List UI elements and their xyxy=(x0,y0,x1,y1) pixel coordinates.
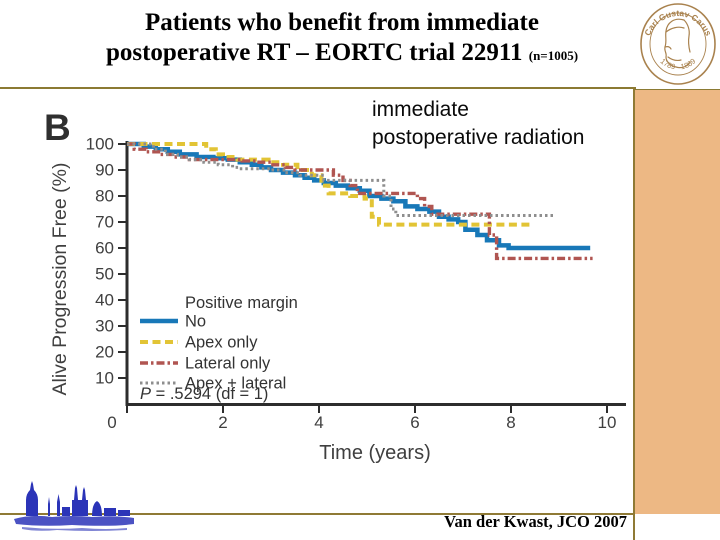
legend-label-lateral-only: Lateral only xyxy=(185,355,271,373)
title-line-2: postoperative RT – EORTC trial 22911 (n=… xyxy=(105,39,579,66)
chart-annotation: immediate postoperative radiation xyxy=(372,96,584,152)
y-tick-label: 60 xyxy=(95,239,114,258)
y-tick-label: 100 xyxy=(86,135,114,154)
y-tick-label: 70 xyxy=(95,213,114,232)
seal-portrait-icon xyxy=(664,18,691,69)
annotation-line-1: immediate xyxy=(372,98,469,121)
seal-arc-text-bottom: 1789 - 1869 xyxy=(659,57,698,72)
km-curve-no xyxy=(127,141,591,251)
y-tick-label: 20 xyxy=(95,343,114,362)
stats-note: P = .5294 (df = 1) xyxy=(140,385,268,403)
x-tick-label: 6 xyxy=(410,413,419,432)
legend-label-no: No xyxy=(185,313,206,331)
title-separator-line xyxy=(0,87,636,89)
km-curve-apex-lateral xyxy=(127,142,555,217)
y-tick-label: 40 xyxy=(95,291,114,310)
km-chart: B Alive Progression Free (%) 10 20 30 40 50 6… xyxy=(35,95,635,485)
x-tick-label: 8 xyxy=(506,413,515,432)
citation: Van der Kwast, JCO 2007 xyxy=(444,512,627,531)
seal-inner-ring xyxy=(649,12,707,76)
legend-label-apex-lateral: Apex + lateral xyxy=(185,375,286,393)
y-tick-label: 10 xyxy=(95,369,114,388)
y-tick-label: 90 xyxy=(95,161,114,180)
x-tick-label: 10 xyxy=(598,413,617,432)
annotation-line-2: postoperative radiation xyxy=(372,126,585,149)
skyline-shapes xyxy=(14,481,134,531)
x-axis-label: Time (years) xyxy=(319,442,430,464)
y-tick-label: 50 xyxy=(95,265,114,284)
y-tick-label: 30 xyxy=(95,317,114,336)
footer-separator-line xyxy=(0,513,634,515)
carus-seal-logo: Carl Gustav Carus 1789 - 1869 xyxy=(638,2,718,86)
skyline-graphic xyxy=(12,474,140,534)
panel-label: B xyxy=(44,107,71,148)
legend-label-apex-only: Apex only xyxy=(185,334,258,352)
x-tick-label: 2 xyxy=(218,413,227,432)
y-tick-label: 80 xyxy=(95,187,114,206)
sidebar-accent-bar xyxy=(635,89,720,514)
y-axis-label: Alive Progression Free (%) xyxy=(49,163,71,396)
title-line-1: Patients who benefit from immediate xyxy=(145,9,539,36)
sidebar-border-line xyxy=(633,87,635,540)
slide-title: Patients who benefit from immediate post… xyxy=(12,8,672,71)
x-tick-label: 0 xyxy=(107,413,116,432)
km-curve-lateral-only xyxy=(127,142,593,261)
x-tick-label: 4 xyxy=(314,413,323,432)
legend-title: Positive margin xyxy=(185,294,298,312)
seal-outer-ring xyxy=(640,3,716,85)
title-n-suffix: (n=1005) xyxy=(528,48,579,63)
